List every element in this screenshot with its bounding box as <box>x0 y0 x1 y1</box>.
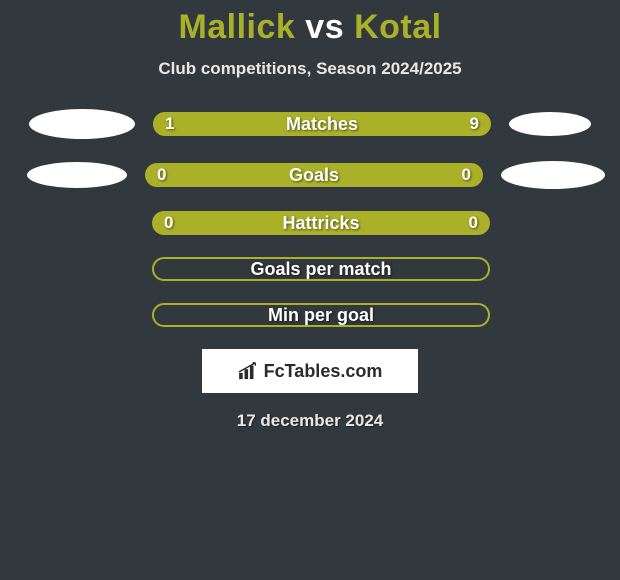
stat-row: Goals per match <box>0 257 620 281</box>
stat-label: Hattricks <box>152 211 490 235</box>
stat-value-right: 0 <box>469 211 478 235</box>
stat-bar: 0Hattricks0 <box>152 211 490 235</box>
page-title: Mallick vs Kotal <box>0 8 620 47</box>
stat-label: Min per goal <box>154 305 488 325</box>
player-photo-right <box>509 112 591 136</box>
title-vs: vs <box>305 8 344 46</box>
title-player2: Kotal <box>354 8 442 46</box>
stat-bar: Min per goal <box>152 303 490 327</box>
stat-value-right: 9 <box>470 112 479 136</box>
stat-value-right: 0 <box>462 163 471 187</box>
subtitle: Club competitions, Season 2024/2025 <box>0 59 620 79</box>
stat-row: Min per goal <box>0 303 620 327</box>
stat-bar: Goals per match <box>152 257 490 281</box>
stat-row: 0Goals0 <box>0 161 620 189</box>
chart-icon <box>238 362 260 380</box>
stat-label: Matches <box>153 112 491 136</box>
player-photo-left <box>27 162 127 188</box>
stats-card: Mallick vs Kotal Club competitions, Seas… <box>0 0 620 431</box>
bars-container: 1Matches90Goals00Hattricks0Goals per mat… <box>0 109 620 327</box>
player-photo-right <box>501 161 605 189</box>
stat-label: Goals per match <box>154 259 488 279</box>
logo-box: FcTables.com <box>202 349 418 393</box>
date: 17 december 2024 <box>0 411 620 431</box>
stat-row: 1Matches9 <box>0 109 620 139</box>
player-photo-left <box>29 109 135 139</box>
logo-text: FcTables.com <box>264 361 383 382</box>
stat-bar: 1Matches9 <box>153 112 491 136</box>
title-player1: Mallick <box>178 8 295 46</box>
stat-label: Goals <box>145 163 483 187</box>
stat-bar: 0Goals0 <box>145 163 483 187</box>
stat-row: 0Hattricks0 <box>0 211 620 235</box>
